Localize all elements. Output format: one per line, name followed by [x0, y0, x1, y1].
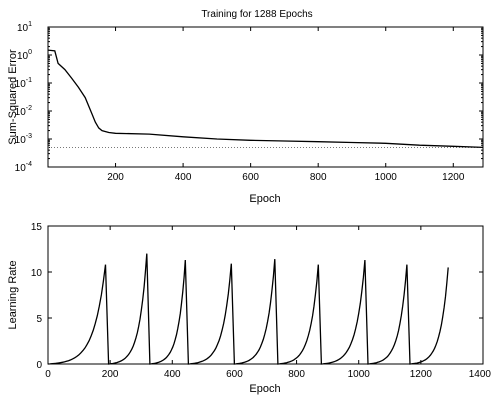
series-group — [47, 49, 484, 149]
x-tick-label: 600 — [242, 172, 259, 183]
x-tick-label: 400 — [175, 172, 192, 183]
error-curve — [47, 49, 484, 149]
plot-frame — [47, 26, 484, 168]
x-tick-label: 200 — [107, 172, 124, 183]
y-axis-label: Learning Rate — [7, 260, 19, 329]
y-tick-label: 10 — [31, 268, 43, 279]
x-tick-label: 800 — [288, 369, 305, 380]
y-tick-label: 10-2 — [15, 105, 32, 118]
y-tick-label: 100 — [17, 49, 32, 62]
learning-rate-chart: Epoch Learning Rate 0 200 400 600 800 1000 120… — [7, 222, 491, 395]
y-axis-label: Sum-Squared Error — [7, 49, 19, 145]
x-axis-label: Epoch — [249, 383, 280, 395]
y-tick-label: 15 — [31, 222, 43, 233]
x-tick-label: 1200 — [442, 172, 465, 183]
plot-frame — [47, 225, 484, 365]
x-tick-label: 1200 — [410, 369, 433, 380]
x-tick-label: 1000 — [348, 369, 371, 380]
x-tick-label: 800 — [310, 172, 327, 183]
y-tick-label: 10-1 — [15, 77, 32, 90]
y-tick-label: 10-4 — [15, 161, 32, 174]
x-axis-label: Epoch — [249, 193, 280, 205]
error-chart: Training for 1288 Epochs Epoch Sum-Squar… — [7, 9, 484, 205]
x-tick-label: 600 — [226, 369, 243, 380]
learning-rate-curve — [47, 253, 449, 365]
x-tick-label: 1400 — [469, 369, 492, 380]
y-tick-label: 0 — [36, 360, 42, 371]
y-tick-label: 5 — [36, 314, 42, 325]
y-tick-label: 101 — [17, 21, 32, 34]
series-group — [47, 253, 449, 365]
y-tick-label: 10-3 — [15, 133, 32, 146]
x-tick-label: 400 — [164, 369, 181, 380]
x-tick-label: 1000 — [375, 172, 398, 183]
x-tick-label: 0 — [45, 369, 51, 380]
chart-title: Training for 1288 Epochs — [201, 9, 312, 20]
tick-group: 200 400 600 800 1000 1200 10-4 10-3 10-2 10-1 100 1… — [15, 21, 483, 183]
x-tick-label: 200 — [102, 369, 119, 380]
